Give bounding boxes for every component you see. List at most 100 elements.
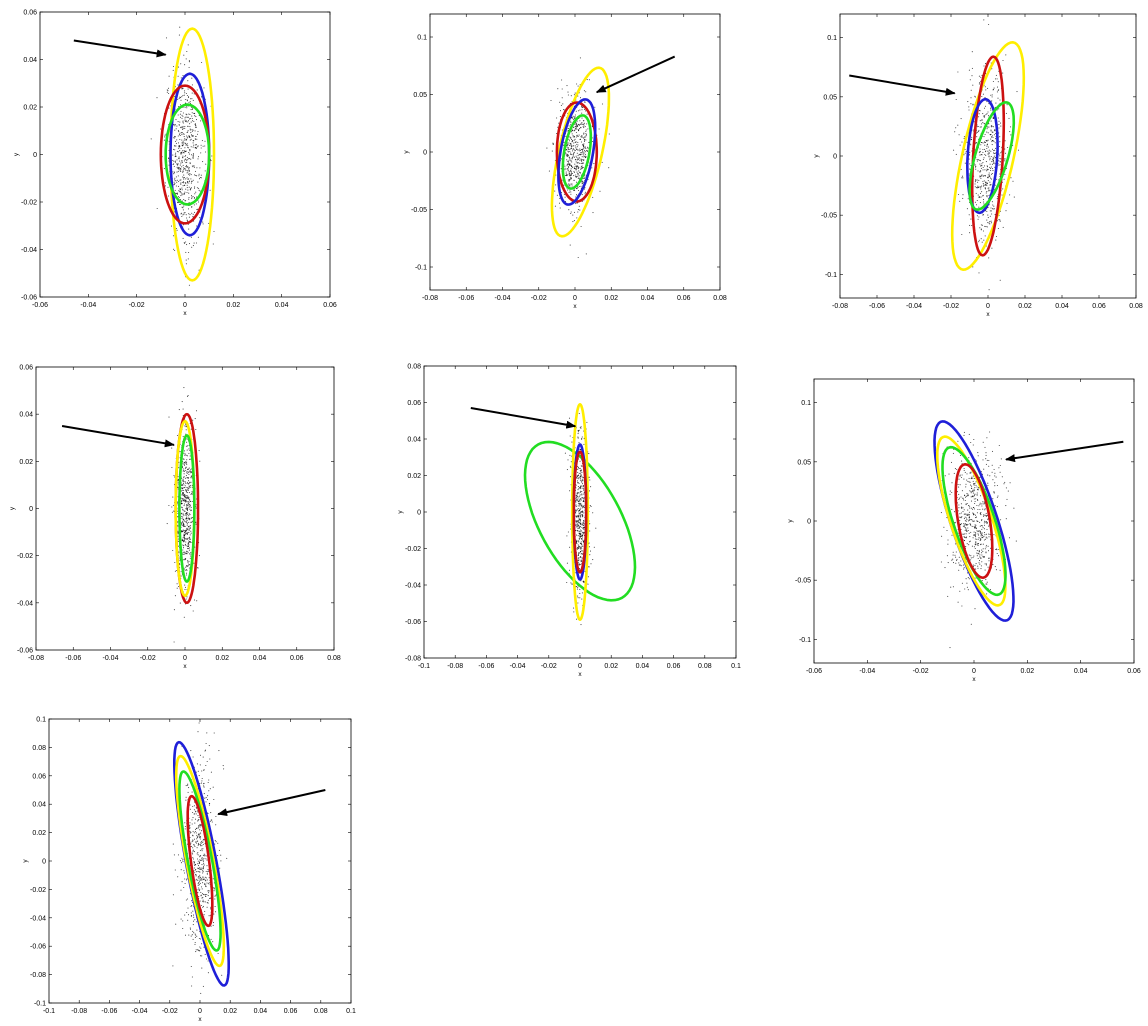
scatter-point xyxy=(182,482,185,484)
scatter-point xyxy=(184,454,186,456)
x-tick-label: 0.08 xyxy=(698,663,712,670)
scatter-point xyxy=(582,123,584,125)
scatter-point xyxy=(191,130,193,132)
scatter-point xyxy=(174,249,176,252)
scatter-point xyxy=(575,169,577,171)
scatter-point xyxy=(979,554,981,556)
scatter-point xyxy=(575,188,578,190)
scatter-point xyxy=(180,490,182,492)
scatter-point xyxy=(985,182,987,184)
x-tick-label: -0.04 xyxy=(510,663,526,670)
scatter-point xyxy=(973,495,975,497)
scatter-point xyxy=(185,259,187,261)
scatter-point xyxy=(974,526,976,528)
scatter-point xyxy=(184,117,186,119)
scatter-point xyxy=(574,159,576,161)
scatter-point xyxy=(183,541,185,543)
scatter-point xyxy=(179,188,181,190)
scatter-point xyxy=(182,493,184,495)
scatter-point xyxy=(186,219,188,221)
scatter-point xyxy=(197,883,199,885)
scatter-point xyxy=(186,514,188,516)
scatter-point xyxy=(197,158,199,160)
scatter-point xyxy=(190,521,193,523)
scatter-point xyxy=(570,147,572,149)
scatter-point xyxy=(183,530,185,532)
scatter-point xyxy=(560,104,562,106)
scatter-point xyxy=(988,222,990,224)
scatter-point xyxy=(202,161,204,163)
scatter-point xyxy=(577,525,579,527)
scatter-point xyxy=(581,121,583,124)
scatter-point xyxy=(576,143,578,145)
scatter-point xyxy=(964,526,966,529)
scatter-point xyxy=(1005,54,1007,56)
scatter-point xyxy=(181,466,183,469)
scatter-point xyxy=(561,79,563,81)
scatter-point xyxy=(580,514,582,516)
scatter-point xyxy=(182,171,184,173)
scatter-point xyxy=(564,452,566,454)
scatter-point xyxy=(578,170,580,172)
scatter-point xyxy=(577,186,579,188)
scatter-point xyxy=(193,165,195,167)
scatter-point xyxy=(979,495,982,497)
scatter-point xyxy=(569,546,571,548)
scatter-point xyxy=(186,483,188,485)
scatter-point xyxy=(977,125,979,128)
scatter-point xyxy=(188,101,190,104)
scatter-point xyxy=(991,464,993,466)
scatter-point xyxy=(570,137,572,139)
scatter-point xyxy=(569,190,571,192)
scatter-point xyxy=(182,141,184,143)
scatter-point xyxy=(574,116,576,118)
scatter-point xyxy=(178,461,180,463)
scatter-point xyxy=(583,145,585,147)
scatter-point xyxy=(977,508,979,511)
scatter-point xyxy=(203,857,205,859)
scatter-point xyxy=(181,127,183,129)
scatter-point xyxy=(214,911,217,913)
y-tick-label: 0.04 xyxy=(407,437,421,444)
scatter-point xyxy=(194,123,196,125)
scatter-point xyxy=(185,574,188,576)
scatter-point xyxy=(984,187,986,189)
scatter-point xyxy=(567,180,569,182)
scatter-point xyxy=(988,189,990,191)
scatter-point xyxy=(985,583,987,585)
scatter-point xyxy=(593,546,595,548)
scatter-point xyxy=(573,220,575,222)
scatter-point xyxy=(972,475,974,477)
scatter-point xyxy=(197,130,199,133)
scatter-point xyxy=(195,126,197,128)
scatter-point xyxy=(182,509,184,511)
scatter-point xyxy=(576,515,578,517)
scatter-point xyxy=(193,599,196,601)
scatter-point xyxy=(192,195,194,198)
scatter-point xyxy=(982,142,984,144)
scatter-point xyxy=(952,562,955,564)
scatter-point xyxy=(189,808,191,810)
scatter-point xyxy=(186,523,188,525)
scatter-point xyxy=(582,106,584,108)
scatter-point xyxy=(569,178,571,180)
scatter-point xyxy=(959,144,961,146)
scatter-point xyxy=(179,602,181,604)
scatter-point xyxy=(185,188,187,190)
scatter-point xyxy=(964,494,966,496)
scatter-point xyxy=(577,496,579,498)
scatter-point xyxy=(185,552,187,554)
scatter-point xyxy=(581,159,583,161)
scatter-point xyxy=(975,527,977,529)
scatter-point xyxy=(200,859,203,861)
scatter-point xyxy=(193,166,196,168)
scatter-point xyxy=(186,187,188,189)
scatter-point xyxy=(189,101,191,103)
scatter-point xyxy=(958,564,960,566)
scatter-point xyxy=(578,564,580,566)
scatter-point xyxy=(577,586,579,588)
scatter-point xyxy=(979,512,981,514)
scatter-point xyxy=(183,387,185,389)
scatter-point xyxy=(975,481,977,483)
scatter-point xyxy=(575,161,577,163)
